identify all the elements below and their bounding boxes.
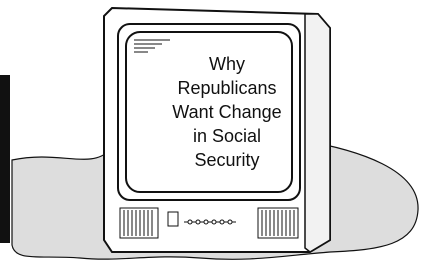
screen-text: Want Change	[172, 102, 281, 122]
screen-text: Republicans	[177, 78, 276, 98]
screen-text: Security	[194, 150, 259, 170]
illustration: Why Republicans Want Change in Social Se…	[0, 0, 429, 280]
screen-text: Why	[209, 54, 245, 74]
speaker-right	[258, 208, 298, 238]
side-bar	[0, 75, 10, 243]
speaker-left	[120, 208, 158, 238]
screen-text: in Social	[193, 126, 261, 146]
tv-side	[305, 14, 330, 252]
